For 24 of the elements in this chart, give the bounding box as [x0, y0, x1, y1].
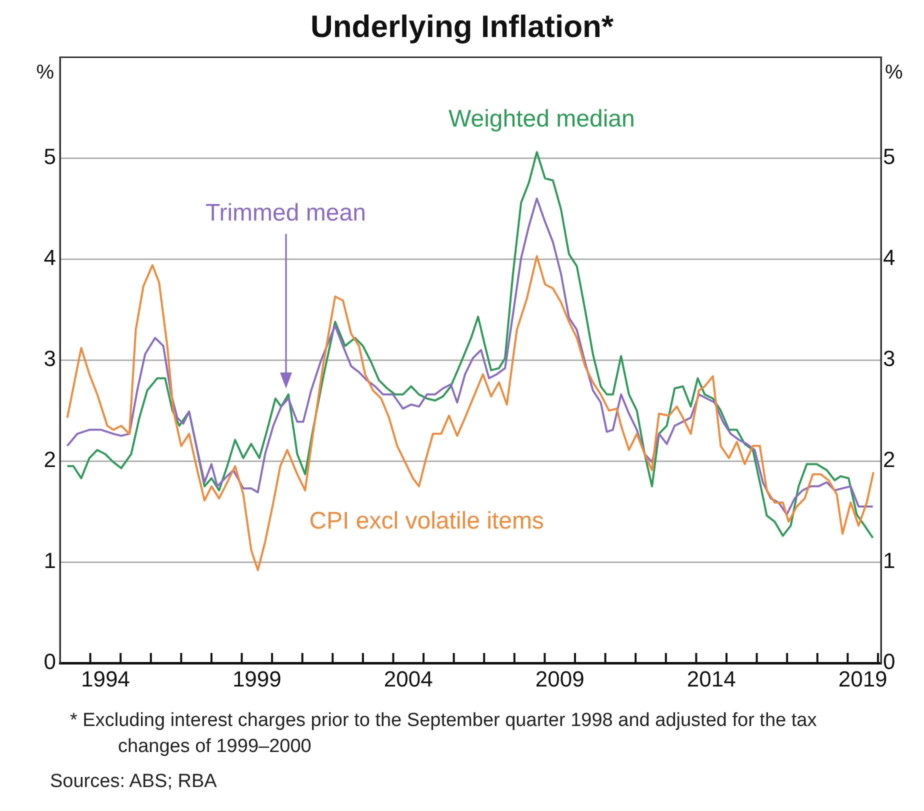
x-tick-label: 1994: [80, 666, 130, 692]
y2-tick-label: 1: [883, 548, 896, 574]
series-label: CPI excl volatile items: [309, 507, 544, 534]
x-tick-label: 2009: [535, 666, 584, 692]
y2-axis-title: %: [885, 62, 903, 84]
y-tick-label: 4: [44, 245, 56, 270]
y-tick-label: 0: [44, 649, 56, 674]
text: Trimmed mean: [205, 199, 366, 226]
y-tick-label: 2: [44, 447, 56, 472]
x-tick-label: 1999: [232, 666, 282, 692]
y-tick-label: 5: [44, 144, 56, 170]
y-tick-label: 1: [44, 548, 56, 574]
y2-tick-label: 2: [883, 447, 896, 472]
y-tick-label: 3: [44, 346, 56, 372]
y-axis-title: %: [36, 62, 54, 84]
y2-tick-label: 4: [883, 245, 896, 270]
y2-tick-label: 5: [883, 144, 896, 170]
source-note: Sources: ABS; RBA: [50, 770, 218, 794]
y2-tick-label: 3: [883, 346, 896, 372]
x-tick-label: 2004: [384, 666, 433, 692]
x-tick-label: 2014: [686, 666, 736, 692]
text: * Excluding interest charges prior to the September quarter 1998 and adjusted for the tax changes of 1999–2000: [70, 709, 818, 759]
chart-title: Underlying Inflation*: [310, 9, 614, 44]
series-label: Weighted median: [448, 105, 635, 132]
